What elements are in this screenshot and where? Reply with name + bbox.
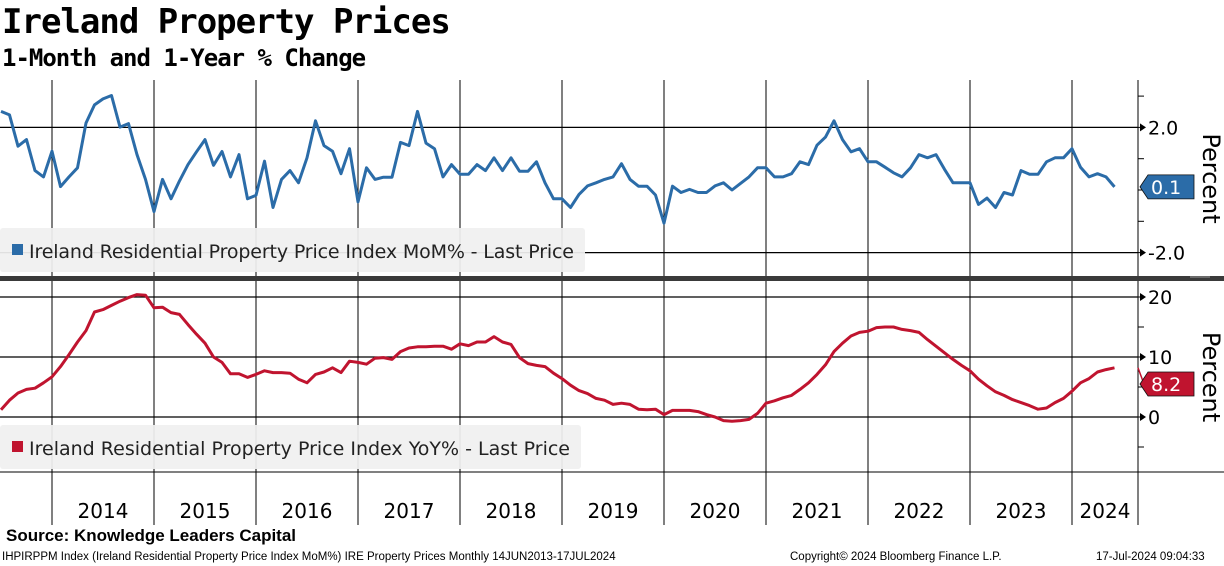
y-tick-arrow [1140,248,1146,257]
x-tick-label: 2018 [486,499,537,523]
legend-label: Ireland Residential Property Price Index… [29,241,574,263]
y-tick-arrow [1140,123,1146,132]
source-note: Source: Knowledge Leaders Capital [6,526,297,545]
x-tick-label: 2016 [282,499,333,523]
x-tick-label: 2019 [588,499,639,523]
legend-box [0,425,581,469]
yoy-series-line [0,293,1115,423]
panel-divider [0,276,1224,281]
last-value-tag [1139,371,1195,397]
last-value-tag [1139,174,1195,200]
copyright: Copyright© 2024 Bloomberg Finance L.P. [790,551,1002,563]
timestamp: 17-Jul-2024 09:04:33 [1096,551,1205,563]
y-tick-label: 20 [1148,287,1172,309]
legend-box [0,228,585,272]
last-value-label: 0.1 [1151,177,1181,199]
chart-subtitle: 1-Month and 1-Year % Change [2,44,366,72]
y-tick-arrow [1140,413,1146,421]
y-tick-label: 2.0 [1148,117,1178,139]
x-tick-label: 2021 [792,499,843,523]
y-tick-arrow [1140,293,1146,301]
legend-label: Ireland Residential Property Price Index… [29,438,570,460]
x-tick-label: 2023 [996,499,1047,523]
y-tick-label: 0 [1148,407,1160,429]
legend-swatch [12,244,23,255]
legend-swatch [12,441,23,452]
x-tick-label: 2020 [690,499,741,523]
mom-series-line [0,94,1116,225]
y-axis-label: Percent [1197,133,1224,223]
x-tick-label: 2015 [180,499,231,523]
y-tick-arrow [1140,353,1146,361]
x-tick-label: 2024 [1080,499,1131,523]
y-tick-label: -2.0 [1148,243,1185,265]
y-tick-label: 10 [1148,347,1172,369]
ticker-info: IHPIRPPM Index (Ireland Residential Prop… [2,551,616,563]
last-value-label: 8.2 [1151,374,1181,396]
x-tick-label: 2017 [384,499,435,523]
y-axis-label: Percent [1197,332,1224,422]
x-tick-label: 2014 [78,499,129,523]
x-tick-label: 2022 [894,499,945,523]
chart-title: Ireland Property Prices [2,2,451,42]
